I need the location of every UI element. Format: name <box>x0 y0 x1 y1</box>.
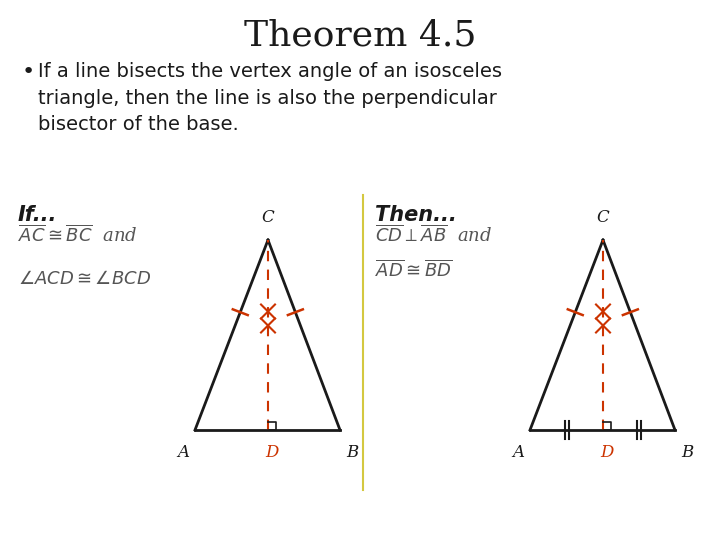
Text: C: C <box>261 209 274 226</box>
Text: $\overline{AD} \cong \overline{BD}$: $\overline{AD} \cong \overline{BD}$ <box>375 260 452 281</box>
Text: C: C <box>597 209 609 226</box>
Text: Theorem 4.5: Theorem 4.5 <box>244 18 476 52</box>
Text: $\angle ACD \cong \angle BCD$: $\angle ACD \cong \angle BCD$ <box>18 270 151 288</box>
Text: $\overline{AC} \cong \overline{BC}$  and: $\overline{AC} \cong \overline{BC}$ and <box>18 225 138 246</box>
Text: B: B <box>681 444 693 461</box>
Text: If a line bisects the vertex angle of an isosceles
triangle, then the line is al: If a line bisects the vertex angle of an… <box>38 62 502 134</box>
Text: $\overline{CD} \perp \overline{AB}$  and: $\overline{CD} \perp \overline{AB}$ and <box>375 225 492 246</box>
Text: •: • <box>22 62 35 82</box>
Text: A: A <box>512 444 524 461</box>
Text: If...: If... <box>18 205 58 225</box>
Text: D: D <box>265 444 279 461</box>
Text: B: B <box>346 444 358 461</box>
Text: D: D <box>600 444 613 461</box>
Text: Then...: Then... <box>375 205 456 225</box>
Text: A: A <box>177 444 189 461</box>
